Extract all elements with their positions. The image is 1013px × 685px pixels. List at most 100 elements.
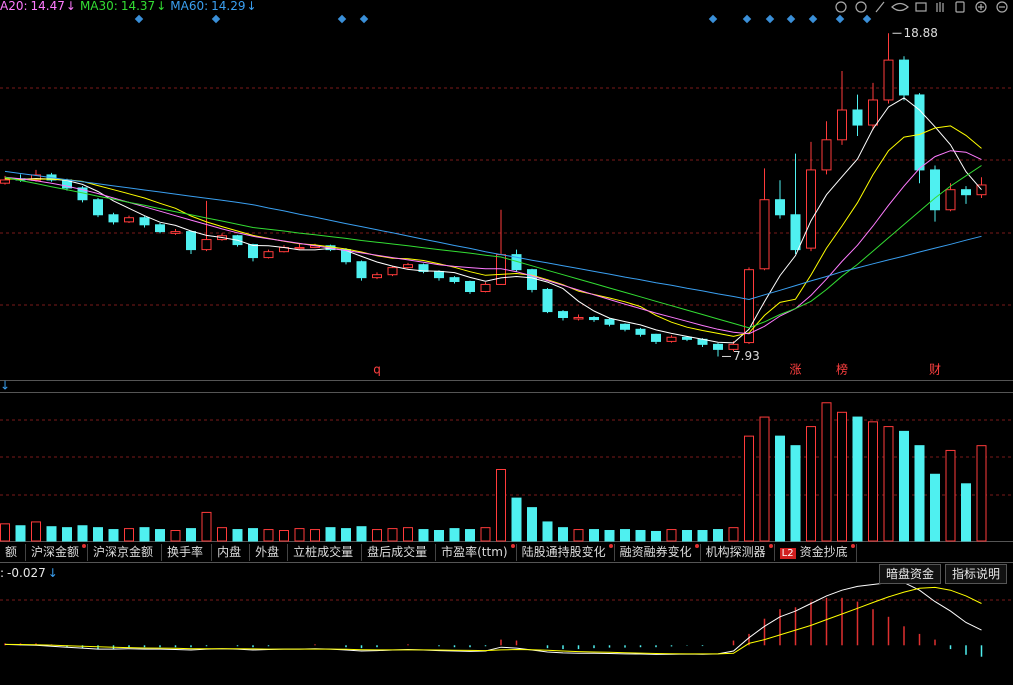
volume-bar [62, 527, 72, 542]
volume-bar [15, 525, 26, 542]
candle-body [542, 288, 553, 313]
tab-dot [82, 544, 87, 548]
volume-bar [558, 527, 568, 542]
indicator-tab[interactable]: 外盘 [250, 544, 289, 561]
event-label: 涨 [789, 362, 801, 377]
legend-value: 14.47 [31, 0, 65, 13]
volume-bar [124, 528, 134, 542]
macd-legend: : -0.027 ↓ [0, 566, 58, 580]
volume-bar [868, 421, 878, 542]
indicator-tab[interactable]: 盘后成交量 [362, 544, 437, 561]
event-label: 榜 [836, 362, 848, 377]
tab-text: 机构探测器 [705, 545, 766, 559]
candle-body [589, 316, 599, 321]
tab-text: 资金抄底 [799, 544, 848, 559]
volume-bar [403, 527, 413, 542]
indicator-tab[interactable]: 融资融券变化 [615, 544, 701, 561]
volume-bar [434, 530, 444, 542]
volume-bar [356, 526, 367, 542]
indicator-tab[interactable]: 沪深京金额 [88, 544, 163, 561]
candle-body [201, 239, 212, 251]
volume-bar [263, 529, 274, 542]
legend-name: MA30: [80, 0, 118, 13]
volume-bar [341, 528, 351, 542]
tab-text: 额 [5, 545, 18, 559]
extreme-label: 18.88 [904, 26, 938, 40]
candle-body [759, 199, 770, 270]
indicator-tab[interactable]: 市盈率(ttm) [436, 544, 517, 561]
tab-text: 立桩成交量 [293, 545, 354, 559]
tab-text: 融资融券变化 [619, 545, 692, 559]
volume-bar [651, 530, 661, 542]
volume-bar [837, 411, 847, 542]
candle-body [914, 94, 925, 171]
candle-body [945, 189, 956, 211]
extreme-label: 7.93 [733, 349, 760, 363]
indicator-tab[interactable]: 立桩成交量 [288, 544, 363, 561]
indicator-button[interactable]: 指标说明 [944, 564, 1007, 584]
ma-line [4, 125, 982, 337]
tab-text: 陆股通持股变化 [521, 545, 606, 559]
tab-dot [694, 544, 699, 548]
indicator-tab[interactable]: 额 [0, 544, 27, 561]
candle-body [728, 343, 739, 350]
indicator-tab[interactable]: 机构探测器 [701, 544, 775, 561]
volume-bar [573, 529, 584, 542]
volume-bar [46, 526, 57, 542]
panel-separators [0, 380, 1013, 563]
candle-body [775, 199, 785, 216]
volume-bar [697, 530, 708, 542]
volume-bar [372, 529, 382, 542]
volume-bar [775, 435, 785, 542]
indicator-tab[interactable]: 内盘 [212, 544, 251, 561]
candle-body [635, 328, 646, 335]
candle-body [790, 214, 801, 251]
indicator-tab[interactable]: 陆股通持股变化 [517, 544, 615, 561]
legend-trend: ↓ [246, 0, 256, 13]
indicator-tab[interactable]: 换手率 [162, 544, 213, 561]
candle-body [418, 264, 429, 272]
candle-body [434, 270, 444, 279]
volume-bar [279, 530, 289, 542]
legend-name: MA60: [170, 0, 208, 13]
candle-body [124, 217, 134, 223]
volume-bar [744, 435, 754, 542]
candle-body [821, 139, 832, 171]
indicator-button[interactable]: 暗盘资金 [878, 564, 941, 584]
legend-value: 14.37 [121, 0, 155, 13]
legend-trend: ↓ [66, 0, 76, 13]
volume-bar [449, 528, 460, 542]
candle-body [403, 264, 413, 269]
volume-bar [310, 529, 320, 542]
candle-body [666, 336, 677, 342]
volume-bar [387, 528, 398, 542]
indicator-tab[interactable]: L2 资金抄底 [775, 543, 857, 562]
event-diamonds [134, 14, 872, 24]
dea-line [4, 586, 982, 655]
candle-body [961, 189, 971, 196]
indicator-tab[interactable]: 沪深金额 [26, 544, 89, 561]
volume-bar [713, 529, 723, 542]
legend-trend: ↓ [156, 0, 166, 13]
toolbar-icons[interactable] [835, 1, 1008, 13]
volume-bar [325, 527, 336, 542]
event-label: q [373, 363, 381, 377]
ma-line [4, 97, 982, 344]
volume-bar [155, 529, 165, 542]
candle-body [480, 283, 491, 293]
volume-bar [635, 530, 646, 542]
candle-body [387, 267, 398, 276]
candle-body [527, 269, 537, 290]
candle-body [372, 274, 382, 279]
volume-bar [496, 469, 506, 542]
tab-text: 盘后成交量 [367, 545, 428, 559]
volume-bar [248, 528, 258, 542]
volume-bar [232, 529, 243, 542]
candle-body [806, 169, 816, 249]
macd-value: -0.027 [7, 566, 46, 580]
candle-body [837, 109, 847, 141]
volume-bar [666, 529, 677, 542]
macd-label: : [0, 566, 4, 580]
